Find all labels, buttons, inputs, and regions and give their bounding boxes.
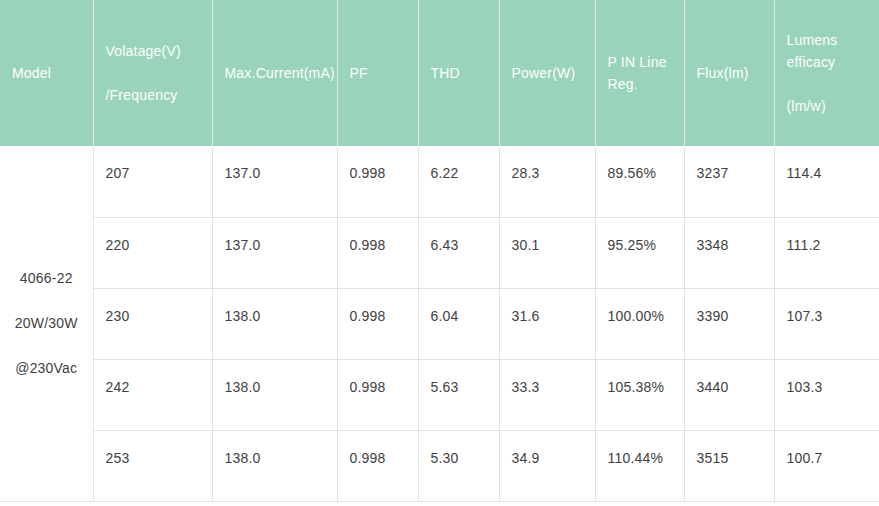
header-cell-power: Power(W): [499, 0, 595, 146]
cell-thd: 5.30: [418, 430, 499, 501]
cell-line-reg: 89.56%: [595, 146, 684, 217]
table-row: 230 138.0 0.998 6.04 31.6 100.00% 3390 1…: [0, 288, 879, 359]
header-cell-thd: THD: [418, 0, 499, 146]
cell-line-reg: 100.00%: [595, 288, 684, 359]
header-cell-line-reg: P IN Line Reg.: [595, 0, 684, 146]
cell-current: 138.0: [212, 359, 337, 430]
cell-line-reg: 95.25%: [595, 217, 684, 288]
cell-power: 33.3: [499, 359, 595, 430]
cell-voltage: 253: [93, 430, 212, 501]
cell-efficacy: 114.4: [774, 146, 879, 217]
cell-flux: 3390: [684, 288, 774, 359]
cell-flux: 3237: [684, 146, 774, 217]
table-row: 4066-22 20W/30W @230Vac 207 137.0 0.998 …: [0, 146, 879, 217]
cell-voltage: 220: [93, 217, 212, 288]
cell-line-reg: 105.38%: [595, 359, 684, 430]
header-cell-model: Model: [0, 0, 93, 146]
header-cell-voltage: Volatage(V) /Frequency: [93, 0, 212, 146]
cell-power: 34.9: [499, 430, 595, 501]
cell-power: 28.3: [499, 146, 595, 217]
cell-flux: 3515: [684, 430, 774, 501]
cell-current: 138.0: [212, 430, 337, 501]
cell-efficacy: 111.2: [774, 217, 879, 288]
cell-pf: 0.998: [337, 146, 418, 217]
cell-efficacy: 107.3: [774, 288, 879, 359]
header-row: Model Volatage(V) /Frequency Max.Current…: [0, 0, 879, 146]
cell-pf: 0.998: [337, 359, 418, 430]
cell-power: 30.1: [499, 217, 595, 288]
cell-pf: 0.998: [337, 217, 418, 288]
cell-voltage: 242: [93, 359, 212, 430]
cell-power: 31.6: [499, 288, 595, 359]
model-cell: 4066-22 20W/30W @230Vac: [0, 146, 93, 501]
cell-thd: 5.63: [418, 359, 499, 430]
cell-line-reg: 110.44%: [595, 430, 684, 501]
header-cell-efficacy: Lumens efficacy (lm/w): [774, 0, 879, 146]
header-cell-pf: PF: [337, 0, 418, 146]
cell-flux: 3440: [684, 359, 774, 430]
cell-pf: 0.998: [337, 288, 418, 359]
cell-thd: 6.22: [418, 146, 499, 217]
cell-current: 138.0: [212, 288, 337, 359]
table-row: 242 138.0 0.998 5.63 33.3 105.38% 3440 1…: [0, 359, 879, 430]
header-cell-current: Max.Current(mA): [212, 0, 337, 146]
cell-voltage: 230: [93, 288, 212, 359]
cell-voltage: 207: [93, 146, 212, 217]
cell-thd: 6.43: [418, 217, 499, 288]
cell-efficacy: 103.3: [774, 359, 879, 430]
cell-current: 137.0: [212, 217, 337, 288]
table-row: 253 138.0 0.998 5.30 34.9 110.44% 3515 1…: [0, 430, 879, 501]
header-cell-flux: Flux(lm): [684, 0, 774, 146]
table-row: 220 137.0 0.998 6.43 30.1 95.25% 3348 11…: [0, 217, 879, 288]
cell-thd: 6.04: [418, 288, 499, 359]
cell-pf: 0.998: [337, 430, 418, 501]
spec-table: Model Volatage(V) /Frequency Max.Current…: [0, 0, 879, 502]
spec-table-page: Model Volatage(V) /Frequency Max.Current…: [0, 0, 879, 506]
cell-current: 137.0: [212, 146, 337, 217]
cell-efficacy: 100.7: [774, 430, 879, 501]
cell-flux: 3348: [684, 217, 774, 288]
